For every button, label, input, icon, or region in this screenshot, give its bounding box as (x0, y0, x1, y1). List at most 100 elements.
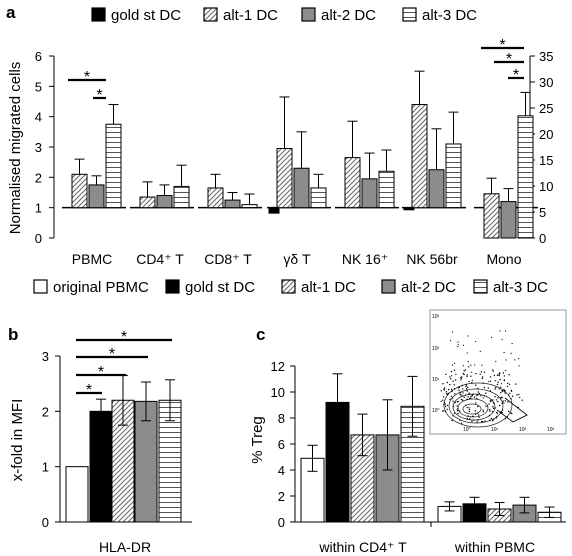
y-tick-label-left: 0 (35, 231, 42, 246)
y-tick-label-right: 20 (539, 127, 553, 142)
y-tick-label-left: 5 (35, 79, 42, 94)
inset-dot (474, 413, 477, 415)
inset-dot (490, 417, 493, 420)
inset-dot (462, 365, 464, 367)
inset-dot (496, 383, 498, 386)
inset-x-tick: 10³ (547, 427, 555, 433)
inset-dot (463, 373, 465, 376)
inset-dot (518, 365, 520, 367)
inset-dot (463, 344, 465, 346)
inset-dot (451, 397, 454, 399)
inset-dot (470, 375, 472, 377)
significance-star: * (513, 67, 519, 84)
inset-dot (503, 402, 505, 404)
inset-dot (450, 388, 453, 391)
inset-dot (461, 376, 463, 378)
inset-dot (459, 410, 461, 412)
inset-dot (453, 384, 455, 386)
inset-dot (489, 390, 492, 392)
inset-dot (449, 376, 451, 378)
inset-dot (503, 380, 505, 382)
inset-dot (449, 340, 452, 342)
legend-label: alt-2 DC (401, 279, 456, 296)
y-tick-label: 0 (42, 515, 49, 530)
inset-dot (465, 394, 467, 396)
bar-alt-1-dc (483, 193, 500, 239)
inset-dot (453, 369, 456, 371)
y-tick-label-left: 1 (35, 201, 42, 216)
category-label: CD4⁺ T (136, 251, 184, 267)
y-tick-label-right: 5 (539, 205, 546, 220)
inset-dot (450, 378, 452, 380)
bar-gold-st-dc (268, 207, 280, 214)
inset-dot (501, 396, 503, 399)
inset-dot (446, 393, 449, 396)
inset-dot (517, 406, 519, 409)
legend-label: alt-1 DC (223, 7, 278, 24)
inset-dot (480, 395, 482, 397)
inset-dot (508, 374, 510, 376)
inset-dot (495, 360, 497, 363)
legend-label: alt-2 DC (321, 7, 376, 24)
y-tick-label-left: 4 (35, 110, 42, 125)
inset-dot (479, 373, 481, 375)
bar-alt-3-dc (378, 170, 395, 209)
inset-dot (458, 389, 460, 392)
bar-alt-3-dc (310, 187, 327, 209)
inset-dot (452, 405, 455, 408)
inset-dot (483, 371, 486, 373)
bar-alt-1-dc (207, 187, 224, 209)
inset-dot (462, 395, 464, 397)
inset-dot (468, 409, 471, 411)
inset-dot (494, 396, 496, 398)
category-label: CD8⁺ T (204, 251, 252, 267)
significance-star: * (98, 364, 104, 381)
inset-dot (454, 401, 456, 404)
inset-dot (501, 390, 503, 392)
bar-original-pbmc (65, 466, 89, 523)
y-tick-label-right: 30 (539, 75, 553, 90)
inset-dot (510, 389, 512, 392)
inset-dot (468, 393, 471, 395)
bar-alt-3-dc (445, 143, 462, 209)
y-tick-label-right: 0 (539, 231, 546, 246)
inset-dot (482, 397, 484, 399)
inset-dot (488, 403, 490, 405)
inset-dot (476, 412, 479, 414)
significance-star: * (499, 37, 505, 54)
inset-dot (474, 364, 476, 366)
bar-alt-2-dc (88, 184, 105, 209)
inset-dot (494, 407, 496, 409)
bar-alt-2-dc (156, 195, 173, 209)
inset-dot (508, 383, 511, 385)
inset-dot (488, 409, 491, 411)
inset-y-tick: 10² (432, 346, 440, 352)
inset-dot (456, 401, 458, 403)
inset-dot (490, 336, 493, 338)
inset-dot (518, 393, 520, 396)
y-tick-label-left: 2 (35, 170, 42, 185)
inset-dot (496, 412, 499, 415)
inset-dot (467, 335, 469, 337)
inset-dot (452, 380, 454, 382)
inset-dot (495, 417, 497, 419)
category-label: HLA-DR (99, 539, 151, 555)
y-axis-title: Normalised migrated cells (7, 62, 24, 235)
panel-label-a: a (6, 3, 16, 22)
inset-dot (471, 394, 473, 396)
inset-dot (477, 391, 479, 393)
inset-dot (451, 419, 453, 422)
legend-label: gold st DC (185, 279, 255, 296)
y-tick-label-right: 10 (539, 179, 553, 194)
bar-alt-1-dc (276, 148, 293, 209)
inset-dot (494, 380, 496, 382)
inset-dot (444, 405, 447, 408)
inset-dot (478, 414, 480, 416)
inset-dot (466, 375, 468, 378)
y-axis-title: x-fold in MFI (9, 399, 26, 482)
inset-dot (466, 374, 468, 376)
inset-dot (486, 405, 489, 407)
inset-dot (447, 392, 449, 394)
inset-dot (469, 397, 471, 400)
inset-dot (465, 404, 467, 407)
